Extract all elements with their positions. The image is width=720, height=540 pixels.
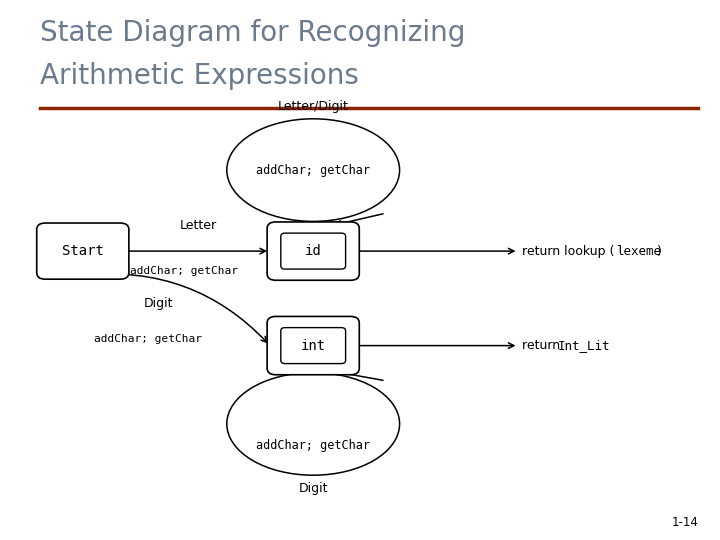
Text: addChar; getChar: addChar; getChar	[256, 164, 370, 177]
Text: id: id	[305, 244, 322, 258]
Text: Digit: Digit	[299, 482, 328, 495]
FancyBboxPatch shape	[281, 233, 346, 269]
Text: Arithmetic Expressions: Arithmetic Expressions	[40, 62, 359, 90]
Text: addChar; getChar: addChar; getChar	[256, 439, 370, 452]
Text: Letter: Letter	[179, 219, 217, 232]
Text: return: return	[522, 339, 564, 352]
Text: addChar; getChar: addChar; getChar	[130, 266, 238, 276]
Text: addChar; getChar: addChar; getChar	[94, 334, 202, 344]
FancyBboxPatch shape	[267, 222, 359, 280]
Text: ): )	[657, 245, 662, 258]
Text: Start: Start	[62, 244, 104, 258]
FancyBboxPatch shape	[37, 223, 129, 279]
FancyBboxPatch shape	[281, 328, 346, 363]
Text: int: int	[301, 339, 325, 353]
Text: Int_Lit: Int_Lit	[558, 339, 611, 352]
FancyBboxPatch shape	[267, 316, 359, 375]
Text: Letter/Digit: Letter/Digit	[278, 100, 348, 113]
Text: Digit: Digit	[144, 298, 173, 310]
Text: State Diagram for Recognizing: State Diagram for Recognizing	[40, 19, 465, 47]
Text: lexeme: lexeme	[616, 245, 661, 258]
Text: 1-14: 1-14	[672, 516, 698, 529]
Text: return lookup (: return lookup (	[522, 245, 614, 258]
